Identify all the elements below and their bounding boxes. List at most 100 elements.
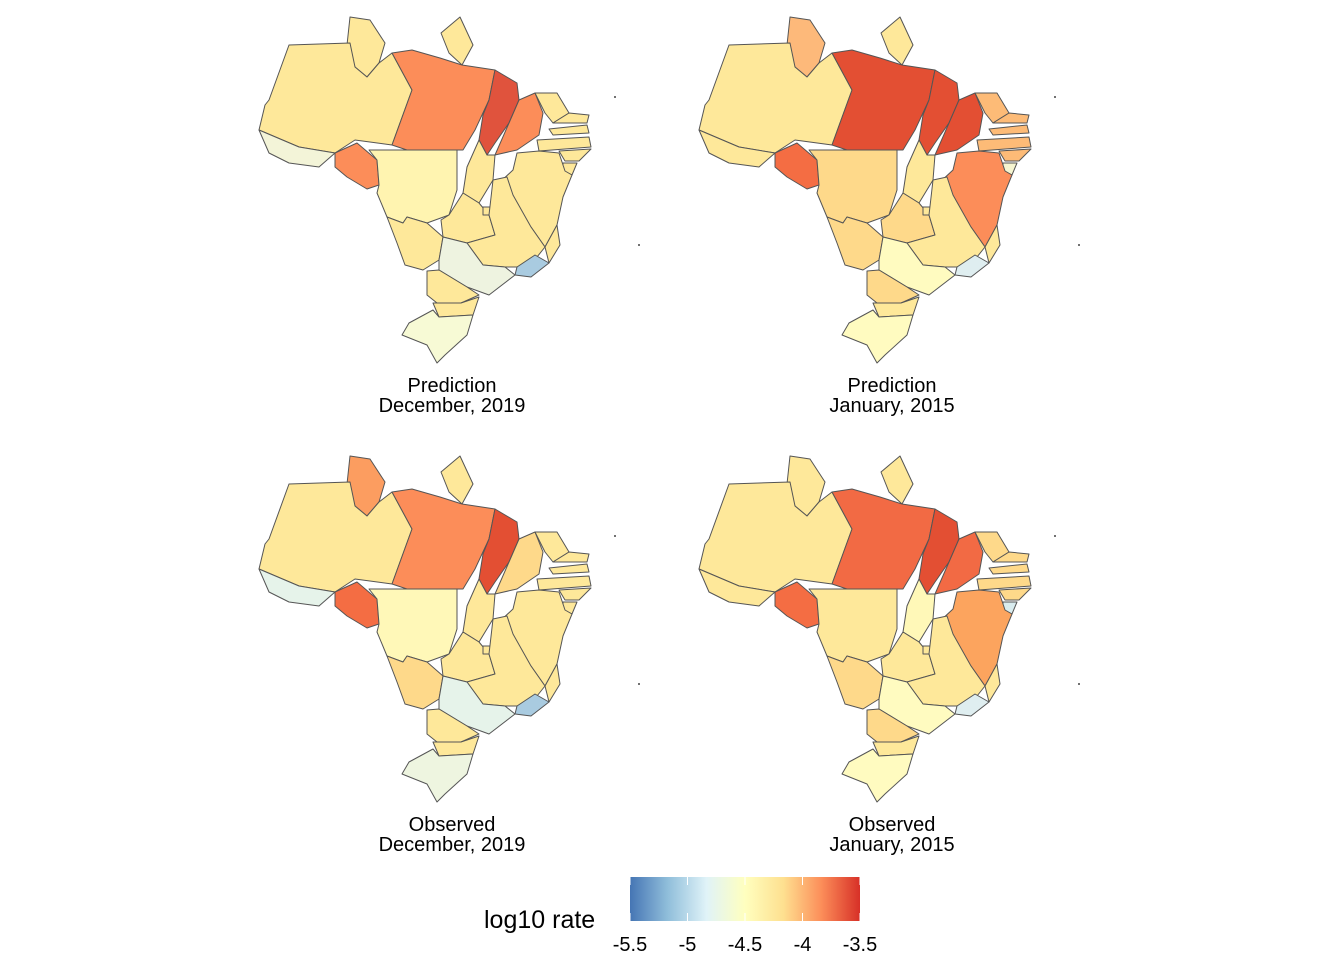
state-mt	[808, 149, 898, 224]
state-es	[544, 663, 561, 703]
state-mt	[368, 149, 458, 224]
island-dot	[638, 244, 640, 246]
state-rj	[514, 254, 550, 278]
state-pe	[976, 136, 1032, 152]
state-al	[558, 587, 592, 601]
state-pb	[988, 124, 1030, 136]
state-sc	[872, 296, 920, 318]
brazil-map	[698, 455, 1080, 803]
brazil-map	[698, 16, 1080, 364]
state-rj	[514, 693, 550, 717]
state-ro	[334, 142, 380, 190]
state-rn	[992, 112, 1030, 124]
state-sp	[878, 236, 956, 296]
state-mt	[368, 588, 458, 663]
state-ap	[880, 16, 914, 66]
state-ma	[478, 69, 520, 156]
state-ms	[826, 655, 884, 710]
state-am	[698, 481, 853, 593]
caption-line-2: December, 2019	[378, 834, 526, 856]
state-to	[902, 139, 936, 204]
brazil-map	[258, 16, 640, 364]
island-dot	[1054, 96, 1056, 98]
state-sp	[438, 675, 516, 735]
state-sc	[432, 296, 480, 318]
state-am	[258, 481, 413, 593]
state-rn	[552, 112, 590, 124]
legend-colorbar	[630, 877, 860, 921]
state-pb	[988, 563, 1030, 575]
state-pr	[426, 269, 480, 304]
state-pa	[831, 488, 936, 590]
island-dot	[1078, 244, 1080, 246]
caption-line-1: Prediction	[407, 375, 497, 397]
state-ac	[698, 129, 776, 168]
panel-caption: Observed January, 2015	[667, 815, 1117, 855]
panel-observed-dec-2019: Observed December, 2019	[227, 444, 677, 874]
state-ms	[826, 216, 884, 271]
island-dot	[1054, 535, 1056, 537]
state-al	[998, 148, 1032, 162]
state-to	[462, 578, 496, 643]
caption-line-1: Prediction	[847, 375, 937, 397]
state-pa	[391, 488, 496, 590]
state-mt	[808, 588, 898, 663]
panel-prediction-dec-2019: Prediction December, 2019	[227, 5, 677, 435]
caption-line-2: January, 2015	[829, 395, 955, 417]
state-ro	[774, 581, 820, 629]
panel-observed-jan-2015: Observed January, 2015	[667, 444, 1117, 874]
caption-line-2: December, 2019	[378, 395, 526, 417]
island-dot	[1078, 683, 1080, 685]
legend-tick-label: -3.5	[842, 934, 878, 956]
state-ma	[918, 508, 960, 595]
state-rs	[401, 309, 474, 364]
state-pa	[391, 49, 496, 151]
state-ma	[918, 69, 960, 156]
state-ac	[698, 568, 776, 607]
panel-caption: Prediction December, 2019	[227, 376, 677, 416]
island-dot	[638, 683, 640, 685]
state-ro	[774, 142, 820, 190]
state-es	[984, 663, 1001, 703]
state-ms	[386, 216, 444, 271]
state-am	[258, 42, 413, 154]
legend-tick-label: -5.5	[612, 934, 648, 956]
state-pe	[976, 575, 1032, 591]
state-sc	[872, 735, 920, 757]
state-ap	[440, 16, 474, 66]
state-to	[902, 578, 936, 643]
state-pr	[866, 708, 920, 743]
state-al	[558, 148, 592, 162]
state-rn	[552, 551, 590, 563]
state-ap	[440, 455, 474, 505]
legend-title: log10 rate	[484, 906, 596, 934]
brazil-map	[258, 455, 640, 803]
state-ms	[386, 655, 444, 710]
caption-line-1: Observed	[408, 814, 496, 836]
state-ap	[880, 455, 914, 505]
state-rs	[841, 309, 914, 364]
legend-tick-label: -4	[793, 934, 812, 956]
state-pa	[831, 49, 936, 151]
island-dot	[614, 535, 616, 537]
state-rj	[954, 254, 990, 278]
state-pe	[536, 575, 592, 591]
state-sc	[432, 735, 480, 757]
state-ac	[258, 568, 336, 607]
state-es	[544, 224, 561, 264]
island-dot	[614, 96, 616, 98]
state-pr	[866, 269, 920, 304]
legend-tick-label: -4.5	[727, 934, 763, 956]
caption-line-1: Observed	[848, 814, 936, 836]
panel-prediction-jan-2015: Prediction January, 2015	[667, 5, 1117, 435]
color-legend: log10 rate -5.5 -5 -4.5 -4 -3.5	[470, 870, 900, 960]
state-es	[984, 224, 1001, 264]
state-to	[462, 139, 496, 204]
state-rn	[992, 551, 1030, 563]
state-pe	[536, 136, 592, 152]
state-rj	[954, 693, 990, 717]
state-rs	[841, 748, 914, 803]
state-sp	[438, 236, 516, 296]
state-sp	[878, 675, 956, 735]
state-am	[698, 42, 853, 154]
